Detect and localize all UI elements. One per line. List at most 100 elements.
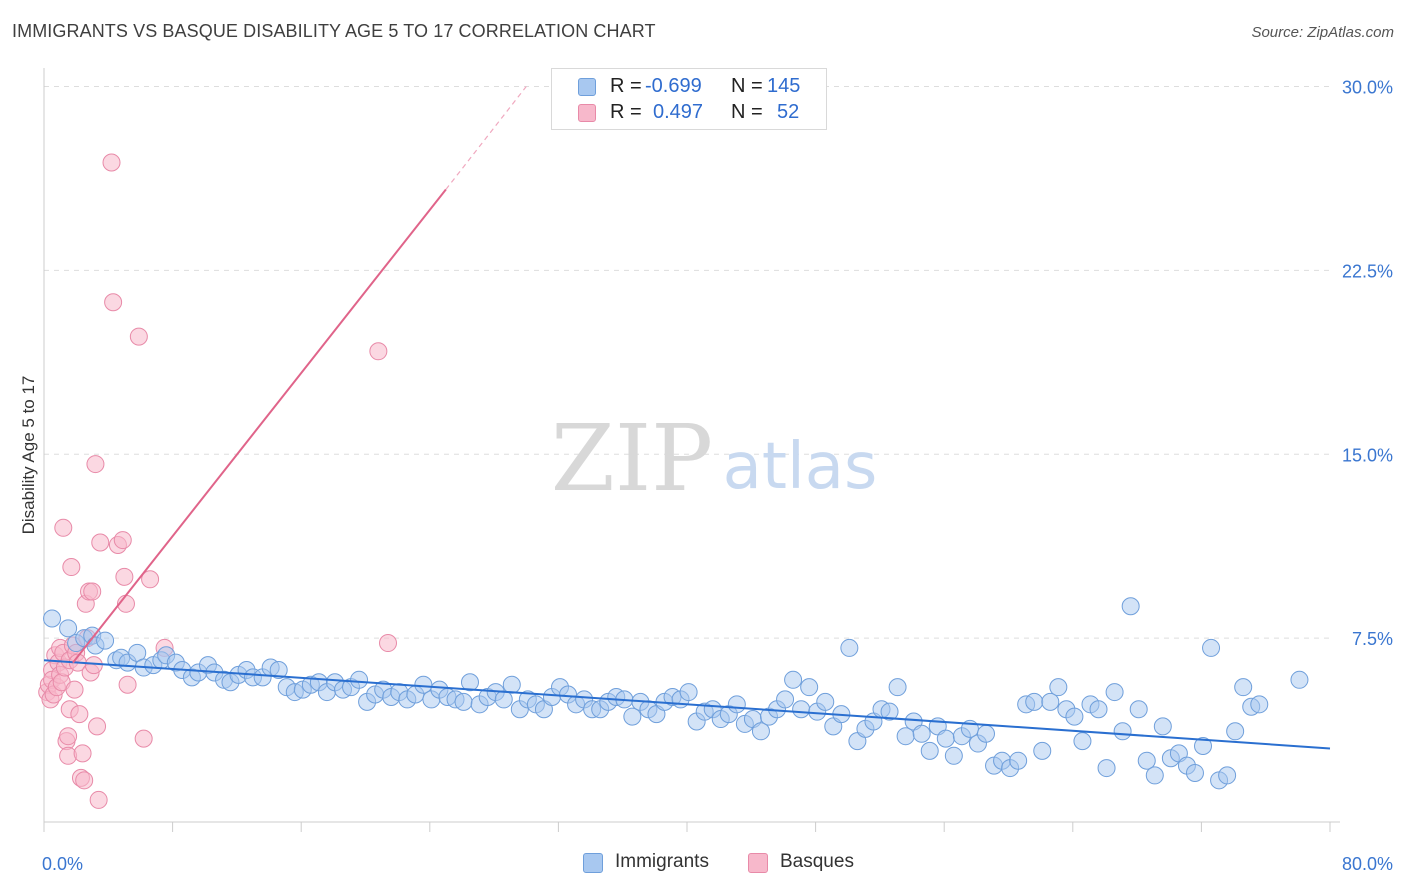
immigrants-point [1194, 737, 1213, 755]
immigrants-legend-label: Immigrants [615, 851, 709, 872]
basques-swatch [578, 104, 596, 122]
immigrants-point [1113, 722, 1132, 741]
immigrants-point [679, 683, 698, 702]
basques-legend-swatch [748, 853, 768, 873]
legend-r-label: R = [610, 101, 642, 123]
basques-point [113, 531, 132, 550]
source-credit: Source: ZipAtlas.com [1251, 24, 1394, 41]
immigrants-point [880, 702, 899, 721]
basques-point [73, 744, 92, 763]
basques-point [65, 680, 84, 699]
y-tick-label: 30.0% [1342, 78, 1393, 98]
legend-n-label: N = [731, 101, 763, 123]
x-tick-label: 0.0% [42, 854, 83, 874]
basques-point [54, 518, 73, 537]
immigrants-point [776, 690, 795, 709]
immigrants-point [784, 670, 803, 689]
legend-n-value: 145 [767, 75, 801, 97]
immigrants-point [1218, 766, 1237, 785]
basques-point [369, 342, 388, 361]
immigrants-point [840, 638, 859, 657]
immigrants-point [1129, 700, 1148, 719]
immigrants-point [269, 661, 288, 679]
immigrants-point [1137, 751, 1156, 770]
immigrants-point [1202, 638, 1221, 657]
immigrants-point [96, 631, 115, 650]
immigrants-point [888, 678, 907, 697]
basques-point [115, 567, 134, 586]
basques-point [118, 675, 137, 694]
basques-legend-label: Basques [780, 851, 854, 872]
immigrants-point [1121, 597, 1140, 616]
y-tick-label: 15.0% [1342, 445, 1393, 465]
immigrants-legend-swatch [583, 853, 603, 873]
legend-n-label: N = [731, 75, 763, 97]
immigrants-point [1097, 759, 1116, 778]
immigrants-point [1105, 683, 1124, 702]
immigrants-point [1145, 766, 1164, 785]
immigrants-swatch [578, 78, 596, 96]
immigrants-point [792, 700, 811, 719]
y-axis-label: Disability Age 5 to 17 [19, 376, 38, 535]
immigrants-point [727, 695, 746, 714]
immigrants-point [1073, 732, 1092, 751]
legend-n-value: 52 [777, 101, 800, 123]
immigrants-point [1009, 751, 1028, 770]
basques-point [102, 153, 121, 172]
correlation-legend: R = -0.699 N = 145 R = 0.497 N = 52 [551, 68, 827, 130]
immigrants-point [1049, 678, 1068, 697]
basques-trend-line [72, 188, 447, 664]
immigrants-point [1226, 722, 1245, 741]
immigrants-point [414, 675, 433, 694]
immigrants-point [1033, 741, 1052, 760]
immigrants-point [912, 724, 931, 743]
immigrants-point [896, 727, 915, 746]
watermark-atlas: atlas [723, 430, 878, 504]
basques-trend-extension [445, 86, 527, 190]
basques-point [89, 790, 108, 809]
immigrants-point [1065, 707, 1084, 726]
basques-point [84, 656, 103, 675]
basques-point [83, 582, 102, 601]
basques-point [86, 455, 105, 474]
basques-point [129, 327, 148, 346]
watermark-zip: ZIP [551, 405, 713, 512]
y-tick-label: 22.5% [1342, 261, 1393, 281]
basques-point [141, 570, 160, 589]
immigrants-point [936, 729, 955, 748]
basques-point [62, 558, 81, 577]
immigrants-point [1290, 670, 1309, 689]
immigrants-point [1234, 678, 1253, 697]
immigrants-point [1250, 695, 1269, 714]
basques-points [38, 153, 398, 809]
immigrants-point [1041, 692, 1060, 711]
basques-point [134, 729, 153, 748]
legend-r-value: -0.699 [645, 75, 702, 97]
immigrants-point [1089, 700, 1108, 719]
basques-point [104, 293, 123, 312]
basques-point [59, 727, 78, 746]
immigrants-point [43, 609, 62, 628]
basques-point [88, 717, 107, 736]
immigrants-point [1153, 717, 1172, 736]
immigrants-point [1025, 692, 1044, 711]
immigrants-point [350, 670, 369, 689]
basques-point [91, 533, 110, 552]
immigrants-point [751, 722, 770, 741]
immigrants-points [43, 597, 1309, 790]
immigrants-point [502, 675, 521, 694]
x-tick-label: 80.0% [1342, 854, 1393, 874]
immigrants-point [454, 692, 473, 711]
immigrants-point [1185, 763, 1204, 782]
legend-r-label: R = [610, 75, 642, 97]
y-tick-label: 7.5% [1352, 629, 1393, 649]
immigrants-point [944, 746, 963, 765]
immigrants-point [976, 724, 995, 743]
chart-title: IMMIGRANTS VS BASQUE DISABILITY AGE 5 TO… [12, 21, 656, 41]
tick-labels: 7.5% 15.0% 22.5% 30.0% 0.0% 80.0% [42, 78, 1393, 874]
immigrants-trend-line [43, 659, 1331, 750]
immigrants-point [816, 692, 835, 711]
immigrants-point [920, 741, 939, 760]
basques-point [75, 771, 94, 790]
basques-point [70, 705, 89, 724]
